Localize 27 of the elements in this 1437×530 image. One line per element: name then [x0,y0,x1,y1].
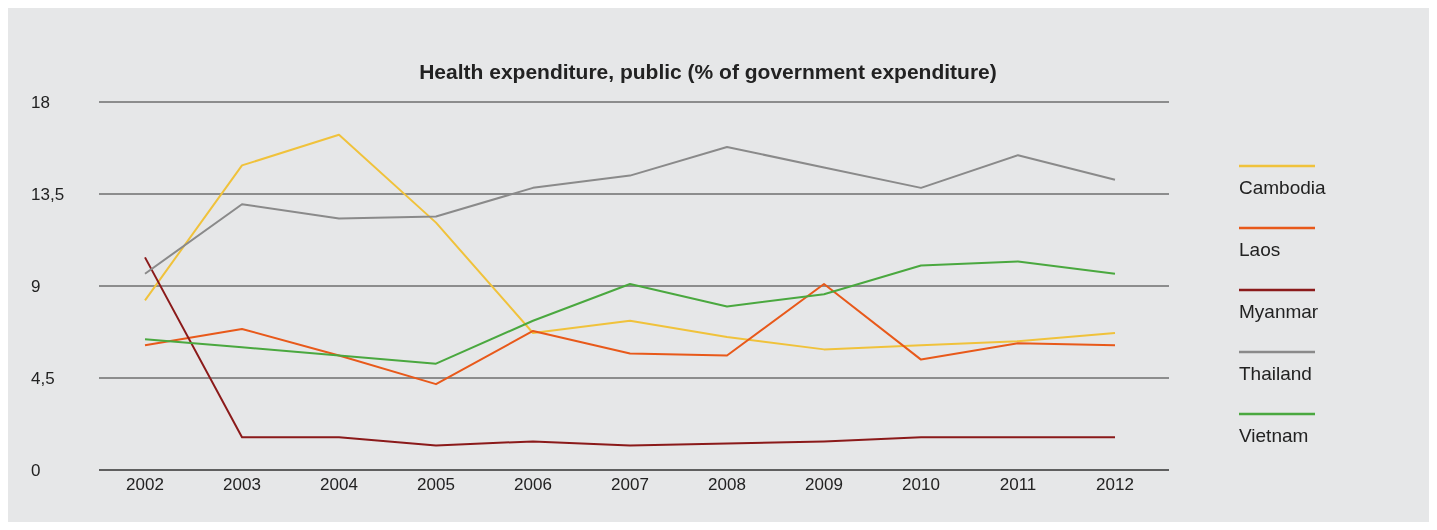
x-tick-label: 2010 [902,475,940,495]
y-tick-label: 4,5 [31,369,55,389]
y-tick-label: 0 [31,461,41,481]
x-tick-label: 2009 [805,475,843,495]
x-tick-label: 2003 [223,475,261,495]
legend-label: Laos [1239,239,1281,260]
line-series [144,256,1116,447]
chart-title: Health expenditure, public (% of government expenditure) [418,60,998,84]
y-tick-label: 9 [31,277,41,297]
legend-label: Thailand [1239,363,1312,384]
x-tick-label: 2005 [417,475,455,495]
y-tick-label: 18 [31,93,50,113]
x-tick-label: 2004 [320,475,358,495]
line-series [144,260,1116,365]
x-tick-label: 2006 [514,475,552,495]
x-tick-label: 2012 [1096,475,1134,495]
legend-label: Vietnam [1239,425,1309,446]
line-series [144,282,1116,386]
x-tick-label: 2002 [126,475,164,495]
x-tick-label: 2011 [999,475,1037,495]
line-series [144,145,1116,275]
line-series [144,133,1116,351]
x-tick-label: 2007 [611,475,649,495]
y-tick-label: 13,5 [31,185,65,205]
x-tick-label: 2008 [708,475,746,495]
legend-label: Cambodia [1239,177,1326,198]
legend-label: Myanmar [1239,301,1319,322]
